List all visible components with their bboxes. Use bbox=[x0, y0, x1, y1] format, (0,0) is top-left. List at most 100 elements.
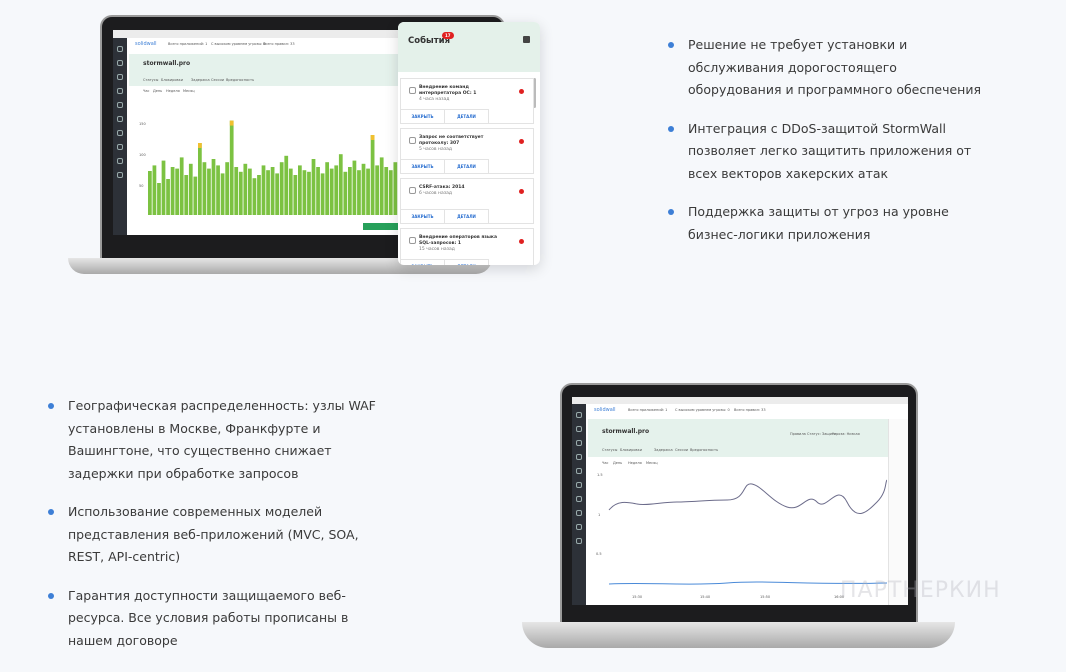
bar bbox=[238, 171, 243, 215]
bar bbox=[188, 163, 193, 215]
event-time: 15 часов назад bbox=[419, 247, 455, 252]
bar bbox=[393, 162, 398, 215]
bar bbox=[370, 135, 375, 215]
bar bbox=[211, 159, 216, 215]
bar bbox=[166, 179, 170, 215]
feature-item: Поддержка защиты от угроз на уровне бизн… bbox=[668, 201, 988, 246]
bar bbox=[316, 167, 320, 215]
close-button[interactable]: ЗАКРЫТЬ bbox=[401, 210, 445, 223]
bar-warning bbox=[198, 143, 202, 148]
event-title: Внедрение команд интерпретатора ОС: 1 bbox=[419, 85, 477, 96]
bar bbox=[348, 167, 352, 215]
bar bbox=[307, 171, 311, 215]
details-button[interactable]: ДЕТАЛИ bbox=[445, 160, 489, 173]
event-title: Внедрение операторов языка SQL-запросов:… bbox=[419, 235, 497, 246]
bar bbox=[343, 171, 348, 215]
bar bbox=[288, 168, 293, 215]
close-button[interactable]: ЗАКРЫТЬ bbox=[401, 110, 445, 123]
bar bbox=[207, 168, 211, 215]
bar bbox=[329, 168, 334, 215]
bar bbox=[229, 120, 234, 215]
features-bottom: Географическая распределенность: узлы WA… bbox=[48, 395, 378, 668]
bar bbox=[384, 167, 389, 215]
bar bbox=[220, 173, 225, 215]
bar bbox=[243, 163, 248, 215]
feature-item: Интеграция с DDoS-защитой StormWall позв… bbox=[668, 118, 988, 186]
event-time: 6 часов назад bbox=[419, 191, 452, 196]
details-button[interactable]: ДЕТАЛИ bbox=[445, 110, 489, 123]
bar bbox=[152, 165, 157, 215]
bar bbox=[293, 175, 298, 215]
event-card: Внедрение операторов языка SQL-запросов:… bbox=[400, 228, 534, 265]
bar bbox=[179, 157, 184, 215]
status-dot bbox=[519, 89, 524, 94]
bar bbox=[198, 143, 202, 215]
bar bbox=[284, 155, 289, 215]
bar bbox=[234, 167, 239, 215]
bar bbox=[357, 170, 361, 215]
bar bbox=[275, 173, 280, 215]
bar bbox=[361, 163, 366, 215]
events-badge: 17 bbox=[442, 32, 454, 39]
bar bbox=[338, 154, 343, 215]
event-title: Запрос не соответствует протоколу: 307 bbox=[419, 135, 484, 146]
bar bbox=[298, 165, 302, 215]
event-card: Запрос не соответствует протоколу: 307 5 … bbox=[400, 128, 534, 174]
event-time: 4 часа назад bbox=[419, 97, 450, 102]
bar bbox=[266, 170, 270, 215]
close-button[interactable]: ЗАКРЫТЬ bbox=[401, 260, 445, 265]
bar bbox=[257, 175, 261, 215]
bar bbox=[161, 160, 166, 215]
bar bbox=[170, 167, 175, 215]
bar-warning bbox=[229, 120, 234, 126]
bar bbox=[320, 173, 325, 215]
bar bbox=[261, 165, 266, 215]
bar bbox=[225, 162, 230, 215]
close-button[interactable]: ЗАКРЫТЬ bbox=[401, 160, 445, 173]
bar bbox=[184, 175, 189, 215]
bar bbox=[311, 159, 316, 215]
watermark: ПАРТНЕРКИН bbox=[840, 578, 1001, 603]
bar bbox=[202, 162, 207, 215]
event-time: 5 часов назад bbox=[419, 147, 452, 152]
events-title: События bbox=[408, 36, 451, 46]
bar bbox=[252, 178, 257, 215]
app-screenshot: solidwall Всего приложений: 1 С высоким … bbox=[572, 397, 908, 605]
status-dot bbox=[519, 239, 524, 244]
feature-item: Использование современных моделей предст… bbox=[48, 501, 378, 569]
events-panel: События 17 Внедрение команд интерпретато… bbox=[398, 22, 540, 265]
bar bbox=[352, 160, 357, 215]
bar bbox=[193, 176, 198, 215]
document-icon bbox=[409, 187, 416, 194]
features-top: Решение не требует установки и обслужива… bbox=[668, 34, 988, 262]
details-button[interactable]: ДЕТАЛИ bbox=[445, 260, 489, 265]
bar bbox=[148, 171, 152, 215]
bar bbox=[388, 170, 393, 215]
bar bbox=[375, 165, 380, 215]
event-card: CSRF-атака: 2014 6 часов назад ЗАКРЫТЬ ДЕТА… bbox=[400, 178, 534, 224]
document-icon bbox=[409, 87, 416, 94]
feature-item: Решение не требует установки и обслужива… bbox=[668, 34, 988, 102]
bar bbox=[379, 157, 384, 215]
scrollbar[interactable] bbox=[533, 78, 536, 108]
document-icon bbox=[409, 237, 416, 244]
event-title: CSRF-атака: 2014 bbox=[419, 185, 465, 190]
archive-icon[interactable] bbox=[523, 36, 530, 43]
bar bbox=[175, 168, 180, 215]
latency-chart bbox=[608, 479, 887, 585]
bar-warning bbox=[370, 135, 375, 140]
bar bbox=[279, 162, 284, 215]
status-dot bbox=[519, 189, 524, 194]
bar bbox=[325, 162, 330, 215]
bar bbox=[248, 168, 252, 215]
feature-item: Гарантия доступности защищаемого веб-рес… bbox=[48, 585, 378, 653]
bar bbox=[302, 170, 307, 215]
feature-item: Географическая распределенность: узлы WA… bbox=[48, 395, 378, 485]
status-dot bbox=[519, 139, 524, 144]
bar bbox=[157, 183, 161, 215]
document-icon bbox=[409, 137, 416, 144]
details-button[interactable]: ДЕТАЛИ bbox=[445, 210, 489, 223]
bar bbox=[366, 168, 370, 215]
bar bbox=[334, 165, 339, 215]
